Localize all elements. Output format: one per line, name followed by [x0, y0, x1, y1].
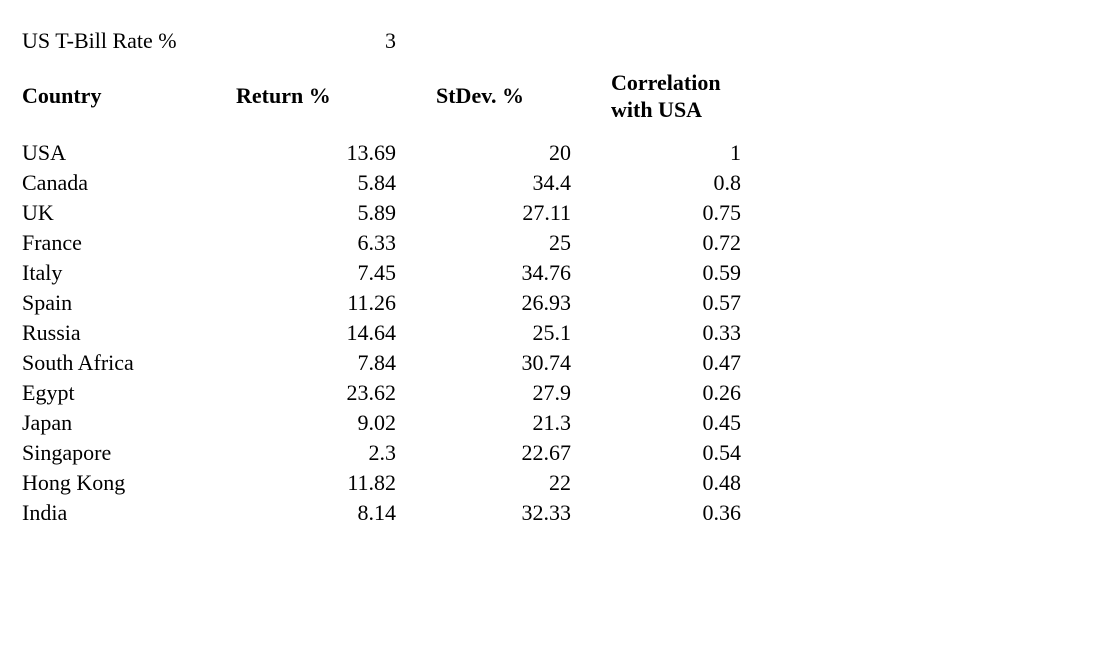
- cell-country: Singapore: [22, 440, 236, 466]
- table-row: Italy7.4534.760.59: [22, 260, 1098, 290]
- table-row: Hong Kong11.82220.48: [22, 470, 1098, 500]
- tbill-value: 3: [236, 28, 406, 54]
- cell-return: 7.45: [236, 260, 406, 286]
- cell-return: 23.62: [236, 380, 406, 406]
- header-corr-line1: Correlation: [611, 70, 721, 95]
- cell-stdev: 25: [406, 230, 581, 256]
- cell-country: Egypt: [22, 380, 236, 406]
- cell-correlation: 0.57: [581, 290, 751, 316]
- cell-correlation: 0.75: [581, 200, 751, 226]
- header-stdev: StDev. %: [406, 83, 581, 109]
- table-row: Spain11.2626.930.57: [22, 290, 1098, 320]
- header-return: Return %: [236, 83, 406, 109]
- cell-stdev: 22: [406, 470, 581, 496]
- table-row: Egypt23.6227.90.26: [22, 380, 1098, 410]
- cell-stdev: 34.76: [406, 260, 581, 286]
- cell-return: 14.64: [236, 320, 406, 346]
- cell-return: 2.3: [236, 440, 406, 466]
- tbill-label: US T-Bill Rate %: [22, 28, 236, 54]
- cell-stdev: 32.33: [406, 500, 581, 526]
- cell-country: Russia: [22, 320, 236, 346]
- cell-stdev: 22.67: [406, 440, 581, 466]
- cell-country: South Africa: [22, 350, 236, 376]
- table-row: South Africa7.8430.740.47: [22, 350, 1098, 380]
- cell-country: UK: [22, 200, 236, 226]
- table-row: UK5.8927.110.75: [22, 200, 1098, 230]
- cell-stdev: 27.9: [406, 380, 581, 406]
- header-corr-line2: with USA: [611, 97, 702, 122]
- cell-return: 8.14: [236, 500, 406, 526]
- cell-return: 9.02: [236, 410, 406, 436]
- cell-country: USA: [22, 140, 236, 166]
- cell-correlation: 0.33: [581, 320, 751, 346]
- cell-return: 5.84: [236, 170, 406, 196]
- cell-correlation: 0.26: [581, 380, 751, 406]
- cell-correlation: 0.54: [581, 440, 751, 466]
- cell-stdev: 30.74: [406, 350, 581, 376]
- cell-country: Hong Kong: [22, 470, 236, 496]
- cell-correlation: 0.48: [581, 470, 751, 496]
- cell-correlation: 0.36: [581, 500, 751, 526]
- cell-stdev: 21.3: [406, 410, 581, 436]
- table-row: Canada5.8434.40.8: [22, 170, 1098, 200]
- cell-country: India: [22, 500, 236, 526]
- table-row: Singapore2.322.670.54: [22, 440, 1098, 470]
- table-row: France6.33250.72: [22, 230, 1098, 260]
- cell-stdev: 27.11: [406, 200, 581, 226]
- cell-country: France: [22, 230, 236, 256]
- cell-correlation: 1: [581, 140, 751, 166]
- cell-correlation: 0.72: [581, 230, 751, 256]
- cell-stdev: 20: [406, 140, 581, 166]
- header-country: Country: [22, 83, 236, 109]
- table-row: Japan9.0221.30.45: [22, 410, 1098, 440]
- tbill-row: US T-Bill Rate % 3: [22, 28, 1098, 54]
- table-body: USA13.69201Canada5.8434.40.8UK5.8927.110…: [22, 140, 1098, 530]
- cell-return: 11.82: [236, 470, 406, 496]
- cell-return: 7.84: [236, 350, 406, 376]
- cell-country: Japan: [22, 410, 236, 436]
- cell-correlation: 0.45: [581, 410, 751, 436]
- cell-stdev: 25.1: [406, 320, 581, 346]
- table-row: Russia14.6425.10.33: [22, 320, 1098, 350]
- cell-return: 5.89: [236, 200, 406, 226]
- table-row: India8.1432.330.36: [22, 500, 1098, 530]
- table-row: USA13.69201: [22, 140, 1098, 170]
- cell-stdev: 26.93: [406, 290, 581, 316]
- cell-return: 6.33: [236, 230, 406, 256]
- cell-correlation: 0.8: [581, 170, 751, 196]
- cell-return: 13.69: [236, 140, 406, 166]
- cell-stdev: 34.4: [406, 170, 581, 196]
- cell-country: Spain: [22, 290, 236, 316]
- table-header-row: Country Return % StDev. % Correlation wi…: [22, 68, 1098, 124]
- cell-country: Italy: [22, 260, 236, 286]
- cell-return: 11.26: [236, 290, 406, 316]
- cell-correlation: 0.59: [581, 260, 751, 286]
- header-correlation: Correlation with USA: [581, 69, 751, 124]
- cell-country: Canada: [22, 170, 236, 196]
- cell-correlation: 0.47: [581, 350, 751, 376]
